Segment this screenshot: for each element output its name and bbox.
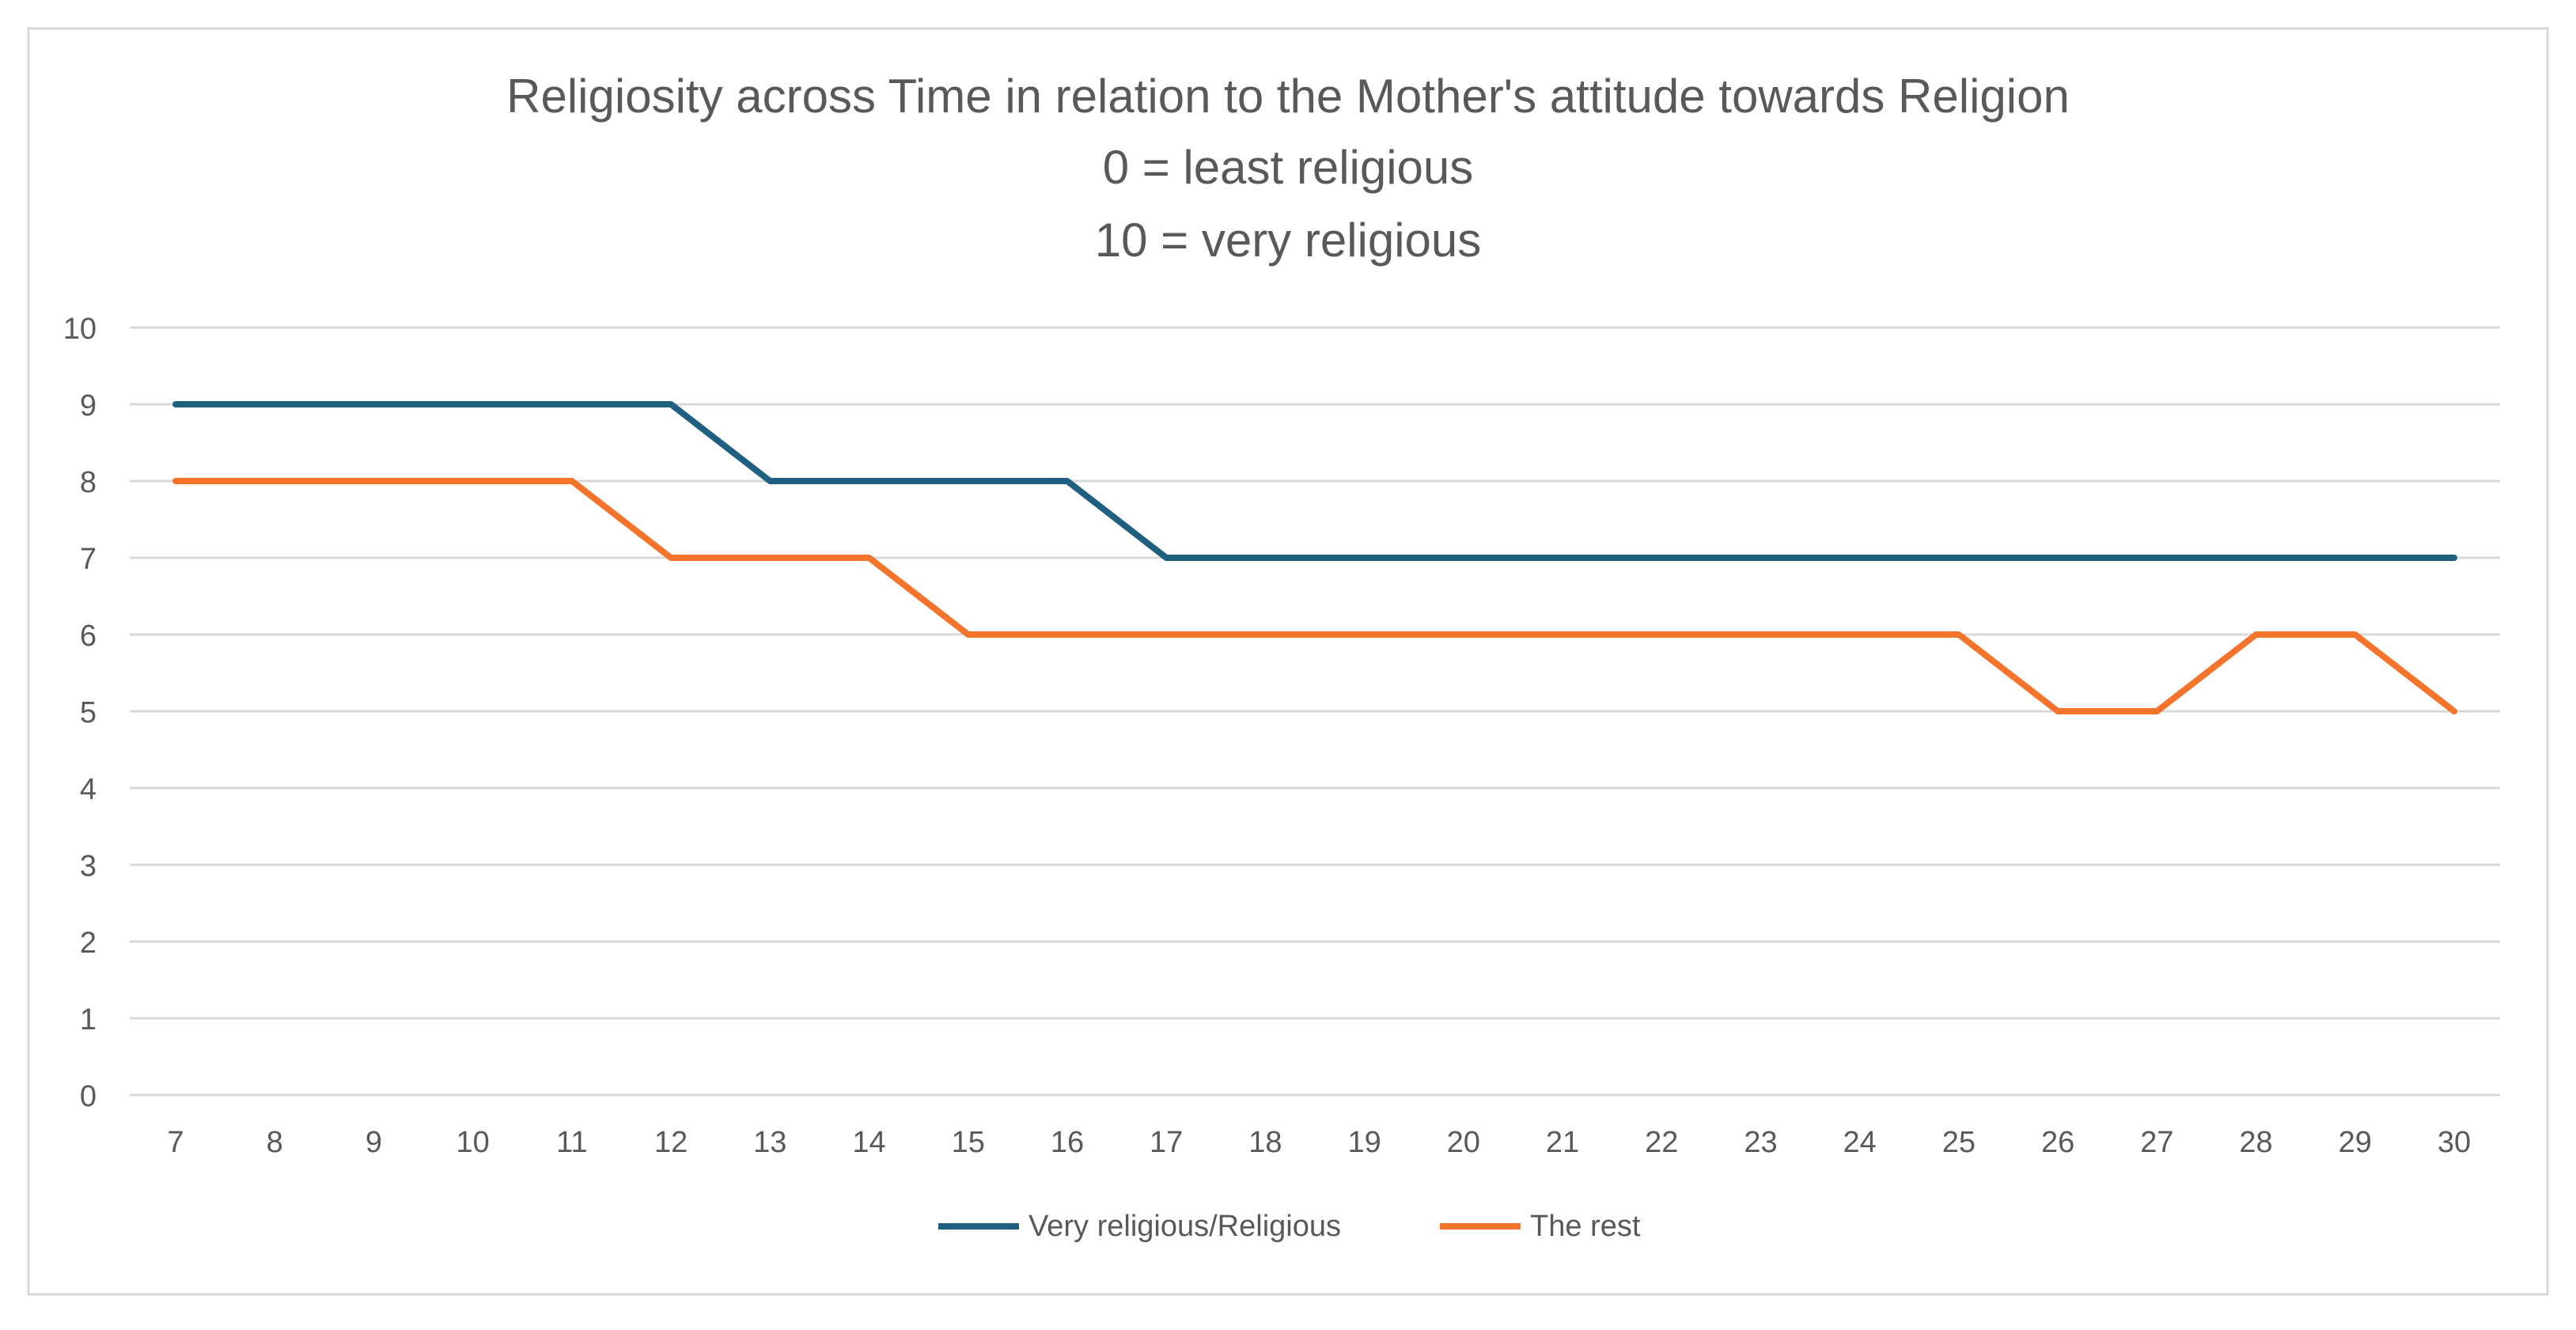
x-tick-label-15: 15 — [952, 1126, 985, 1159]
x-tick-label-30: 30 — [2438, 1126, 2471, 1159]
x-tick-label-29: 29 — [2339, 1126, 2372, 1159]
x-tick-label-7: 7 — [167, 1126, 184, 1159]
x-axis: 7 8 9 10 11 12 13 14 15 16 17 18 19 20 21 22 23 24 25 26 27 2… — [167, 1126, 2471, 1159]
x-tick-label-28: 28 — [2239, 1126, 2272, 1159]
x-tick-label-13: 13 — [753, 1126, 786, 1159]
x-tick-label-23: 23 — [1744, 1126, 1777, 1159]
y-tick-label-8: 8 — [80, 466, 97, 499]
x-tick-label-11: 11 — [556, 1126, 587, 1159]
x-tick-label-27: 27 — [2140, 1126, 2173, 1159]
x-tick-label-26: 26 — [2041, 1126, 2074, 1159]
y-tick-label-6: 6 — [80, 620, 97, 653]
y-tick-label-0: 0 — [80, 1080, 97, 1113]
series-line-1 — [172, 478, 2457, 714]
y-tick-label-1: 1 — [80, 1003, 97, 1036]
chart-subtitle-line-1: 0 = least religious — [1103, 141, 1474, 194]
x-tick-label-19: 19 — [1347, 1126, 1381, 1159]
legend: Very religious/Religious The rest — [938, 1210, 1641, 1243]
y-tick-label-2: 2 — [80, 926, 97, 960]
chart-frame — [27, 27, 2549, 1296]
x-tick-label-14: 14 — [852, 1126, 885, 1159]
x-tick-label-8: 8 — [267, 1126, 283, 1159]
series-line-0 — [172, 401, 2457, 561]
legend-label-the-rest: The rest — [1530, 1210, 1641, 1243]
y-tick-label-5: 5 — [80, 696, 97, 729]
y-axis: 0 1 2 3 4 5 6 7 8 9 10 — [63, 313, 97, 1113]
x-tick-label-24: 24 — [1843, 1126, 1877, 1159]
x-tick-label-9: 9 — [366, 1126, 382, 1159]
chart-title: Religiosity across Time in relation to t… — [506, 70, 2070, 123]
series-lines — [172, 401, 2457, 714]
chart-subtitle-line-2: 10 = very religious — [1095, 214, 1482, 267]
y-tick-label-7: 7 — [80, 543, 97, 576]
x-tick-label-25: 25 — [1942, 1126, 1976, 1159]
y-tick-label-4: 4 — [80, 773, 97, 806]
x-tick-label-21: 21 — [1546, 1126, 1579, 1159]
y-tick-label-3: 3 — [80, 850, 97, 883]
y-tick-label-9: 9 — [80, 389, 97, 422]
x-tick-label-22: 22 — [1645, 1126, 1678, 1159]
x-tick-label-10: 10 — [456, 1126, 490, 1159]
y-tick-label-10: 10 — [63, 313, 97, 346]
x-tick-label-20: 20 — [1447, 1126, 1480, 1159]
x-tick-label-18: 18 — [1248, 1126, 1282, 1159]
x-tick-label-12: 12 — [654, 1126, 688, 1159]
x-tick-label-17: 17 — [1150, 1126, 1183, 1159]
legend-label-very-religious: Very religious/Religious — [1029, 1210, 1341, 1243]
x-tick-label-16: 16 — [1051, 1126, 1084, 1159]
